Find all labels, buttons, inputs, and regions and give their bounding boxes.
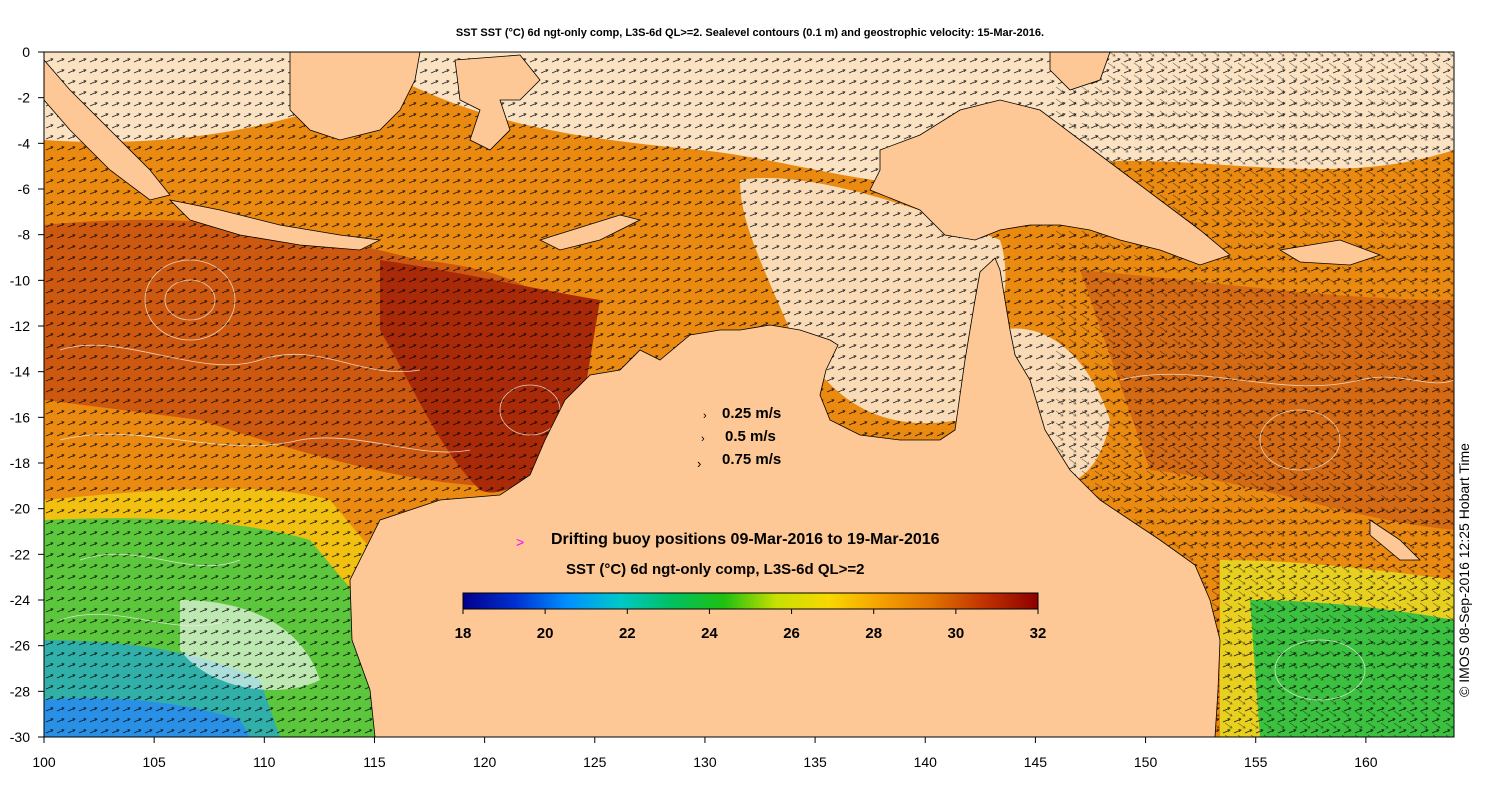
credit-text: © IMOS 08-Sep-2016 12:25 Hobart Time [1456,443,1472,697]
colorbar-tick-label: 26 [783,625,800,642]
lat-tick-label: -10 [10,272,30,288]
velocity-arrow-large-icon: › [697,456,702,471]
lat-tick-label: -30 [10,729,30,745]
colorbar-tick-label: 22 [618,625,636,642]
lat-tick-label: -14 [10,364,30,380]
velocity-arrow-medium-icon: › [701,433,705,445]
lon-tick-label: 150 [1134,754,1158,770]
lon-tick-label: 115 [363,754,386,770]
velocity-arrow-small-icon: › [703,410,707,422]
colorbar-gradient [462,592,1039,610]
lat-tick-label: -22 [10,546,30,562]
colorbar-tick-label: 30 [947,625,965,642]
colorbar-tick-label: 32 [1029,625,1047,642]
velocity-legend-2: 0.75 m/s [722,451,782,468]
java [168,199,382,251]
lat-tick-label: -8 [18,227,31,243]
buoy-marker-icon: > [516,534,525,550]
land [44,52,1421,737]
lon-tick-label: 140 [914,754,938,770]
lat-tick-label: -12 [10,318,30,334]
lon-tick-label: 160 [1354,754,1378,770]
lon-tick-label: 155 [1244,754,1268,770]
lat-tick-label: -18 [10,455,30,471]
australia [349,257,1221,737]
lon-tick-label: 120 [473,754,497,770]
lon-tick-label: 110 [253,754,276,770]
velocity-legend-1: 0.5 m/s [725,428,776,445]
lat-tick-label: -16 [10,409,30,425]
lat-tick-label: -24 [10,592,30,608]
colorbar-tick-label: 18 [454,625,472,642]
lon-tick-label: 145 [1024,754,1048,770]
map-title: SST SST (°C) 6d ngt-only comp, L3S-6d QL… [455,27,1045,39]
philippine-islands [1049,52,1111,91]
velocity-legend-0: 0.25 m/s [722,405,782,422]
new-britain [1278,239,1382,266]
colorbar-tick-label: 24 [701,625,718,642]
lon-tick-label: 125 [583,754,607,770]
new-guinea [869,99,1231,266]
colorbar-tick-label: 20 [536,625,554,642]
colorbar-title: SST (°C) 6d ngt-only comp, L3S-6d QL>=2 [566,561,865,578]
lat-tick-label: -20 [10,501,30,517]
sulawesi [454,54,541,151]
colorbar [462,592,1039,614]
lat-tick-label: -28 [10,683,30,699]
axis-ticks: 100 105 110 115 120 125 130 135 140 145 150 155 160 0… [10,44,1378,770]
timor [538,214,642,251]
lon-tick-label: 130 [693,754,717,770]
lat-tick-label: -6 [18,181,31,197]
lat-tick-label: -26 [10,638,30,654]
lat-tick-label: 0 [22,44,30,60]
sumatra [44,59,171,201]
borneo [289,52,421,141]
lon-tick-label: 100 [32,754,56,770]
lon-tick-label: 105 [142,754,166,770]
lat-tick-label: -4 [18,135,31,151]
map-frame [43,51,1455,738]
lat-tick-label: -2 [18,90,31,106]
colorbar-tick-label: 28 [865,625,883,642]
lon-tick-label: 135 [803,754,827,770]
buoy-legend-label: Drifting buoy positions 09-Mar-2016 to 1… [551,531,940,548]
sealevel-contours [59,259,1454,701]
new-caledonia [1369,519,1421,561]
